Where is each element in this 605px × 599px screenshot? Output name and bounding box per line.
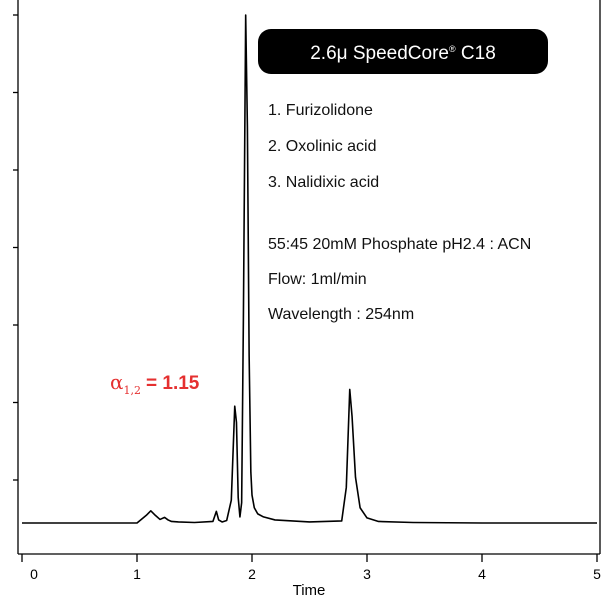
selectivity-annotation: α1,2 = 1.15 — [110, 370, 200, 397]
x-tick-label: 5 — [593, 566, 601, 582]
x-axis-label: Time — [293, 582, 326, 599]
series-line-1 — [22, 14, 597, 524]
peak-legend: 1. Furizolidone 2. Oxolinic acid 3. Nali… — [268, 102, 379, 191]
x-axis-ticks — [21, 554, 598, 562]
peak-label-3: 3. Nalidixic acid — [268, 174, 379, 191]
flow-rate-text: Flow: 1ml/min — [268, 271, 367, 288]
x-tick-label: 1 — [133, 566, 141, 582]
column-title: 2.6μ SpeedCore® C18 — [310, 43, 496, 64]
peak-label-2: 2. Oxolinic acid — [268, 138, 377, 155]
trace-series — [22, 14, 597, 524]
column-title-box: 2.6μ SpeedCore® C18 — [258, 29, 548, 74]
x-tick-label: 2 — [248, 566, 256, 582]
x-tick-label: 4 — [478, 566, 486, 582]
wavelength-text: Wavelength : 254nm — [268, 306, 414, 323]
x-axis-tick-labels: 0 1 2 3 4 5 — [30, 566, 601, 582]
mobile-phase-text: 55:45 20mM Phosphate pH2.4 : ACN — [268, 236, 531, 253]
x-tick-label: 3 — [363, 566, 371, 582]
registered-mark: ® — [449, 44, 456, 54]
y-axis-ticks — [13, 14, 18, 481]
peak-label-1: 1. Furizolidone — [268, 102, 373, 119]
method-conditions: 55:45 20mM Phosphate pH2.4 : ACN Flow: 1… — [268, 236, 531, 323]
x-tick-label: 0 — [30, 566, 38, 582]
alpha-label: α1,2 = 1.15 — [110, 370, 200, 397]
